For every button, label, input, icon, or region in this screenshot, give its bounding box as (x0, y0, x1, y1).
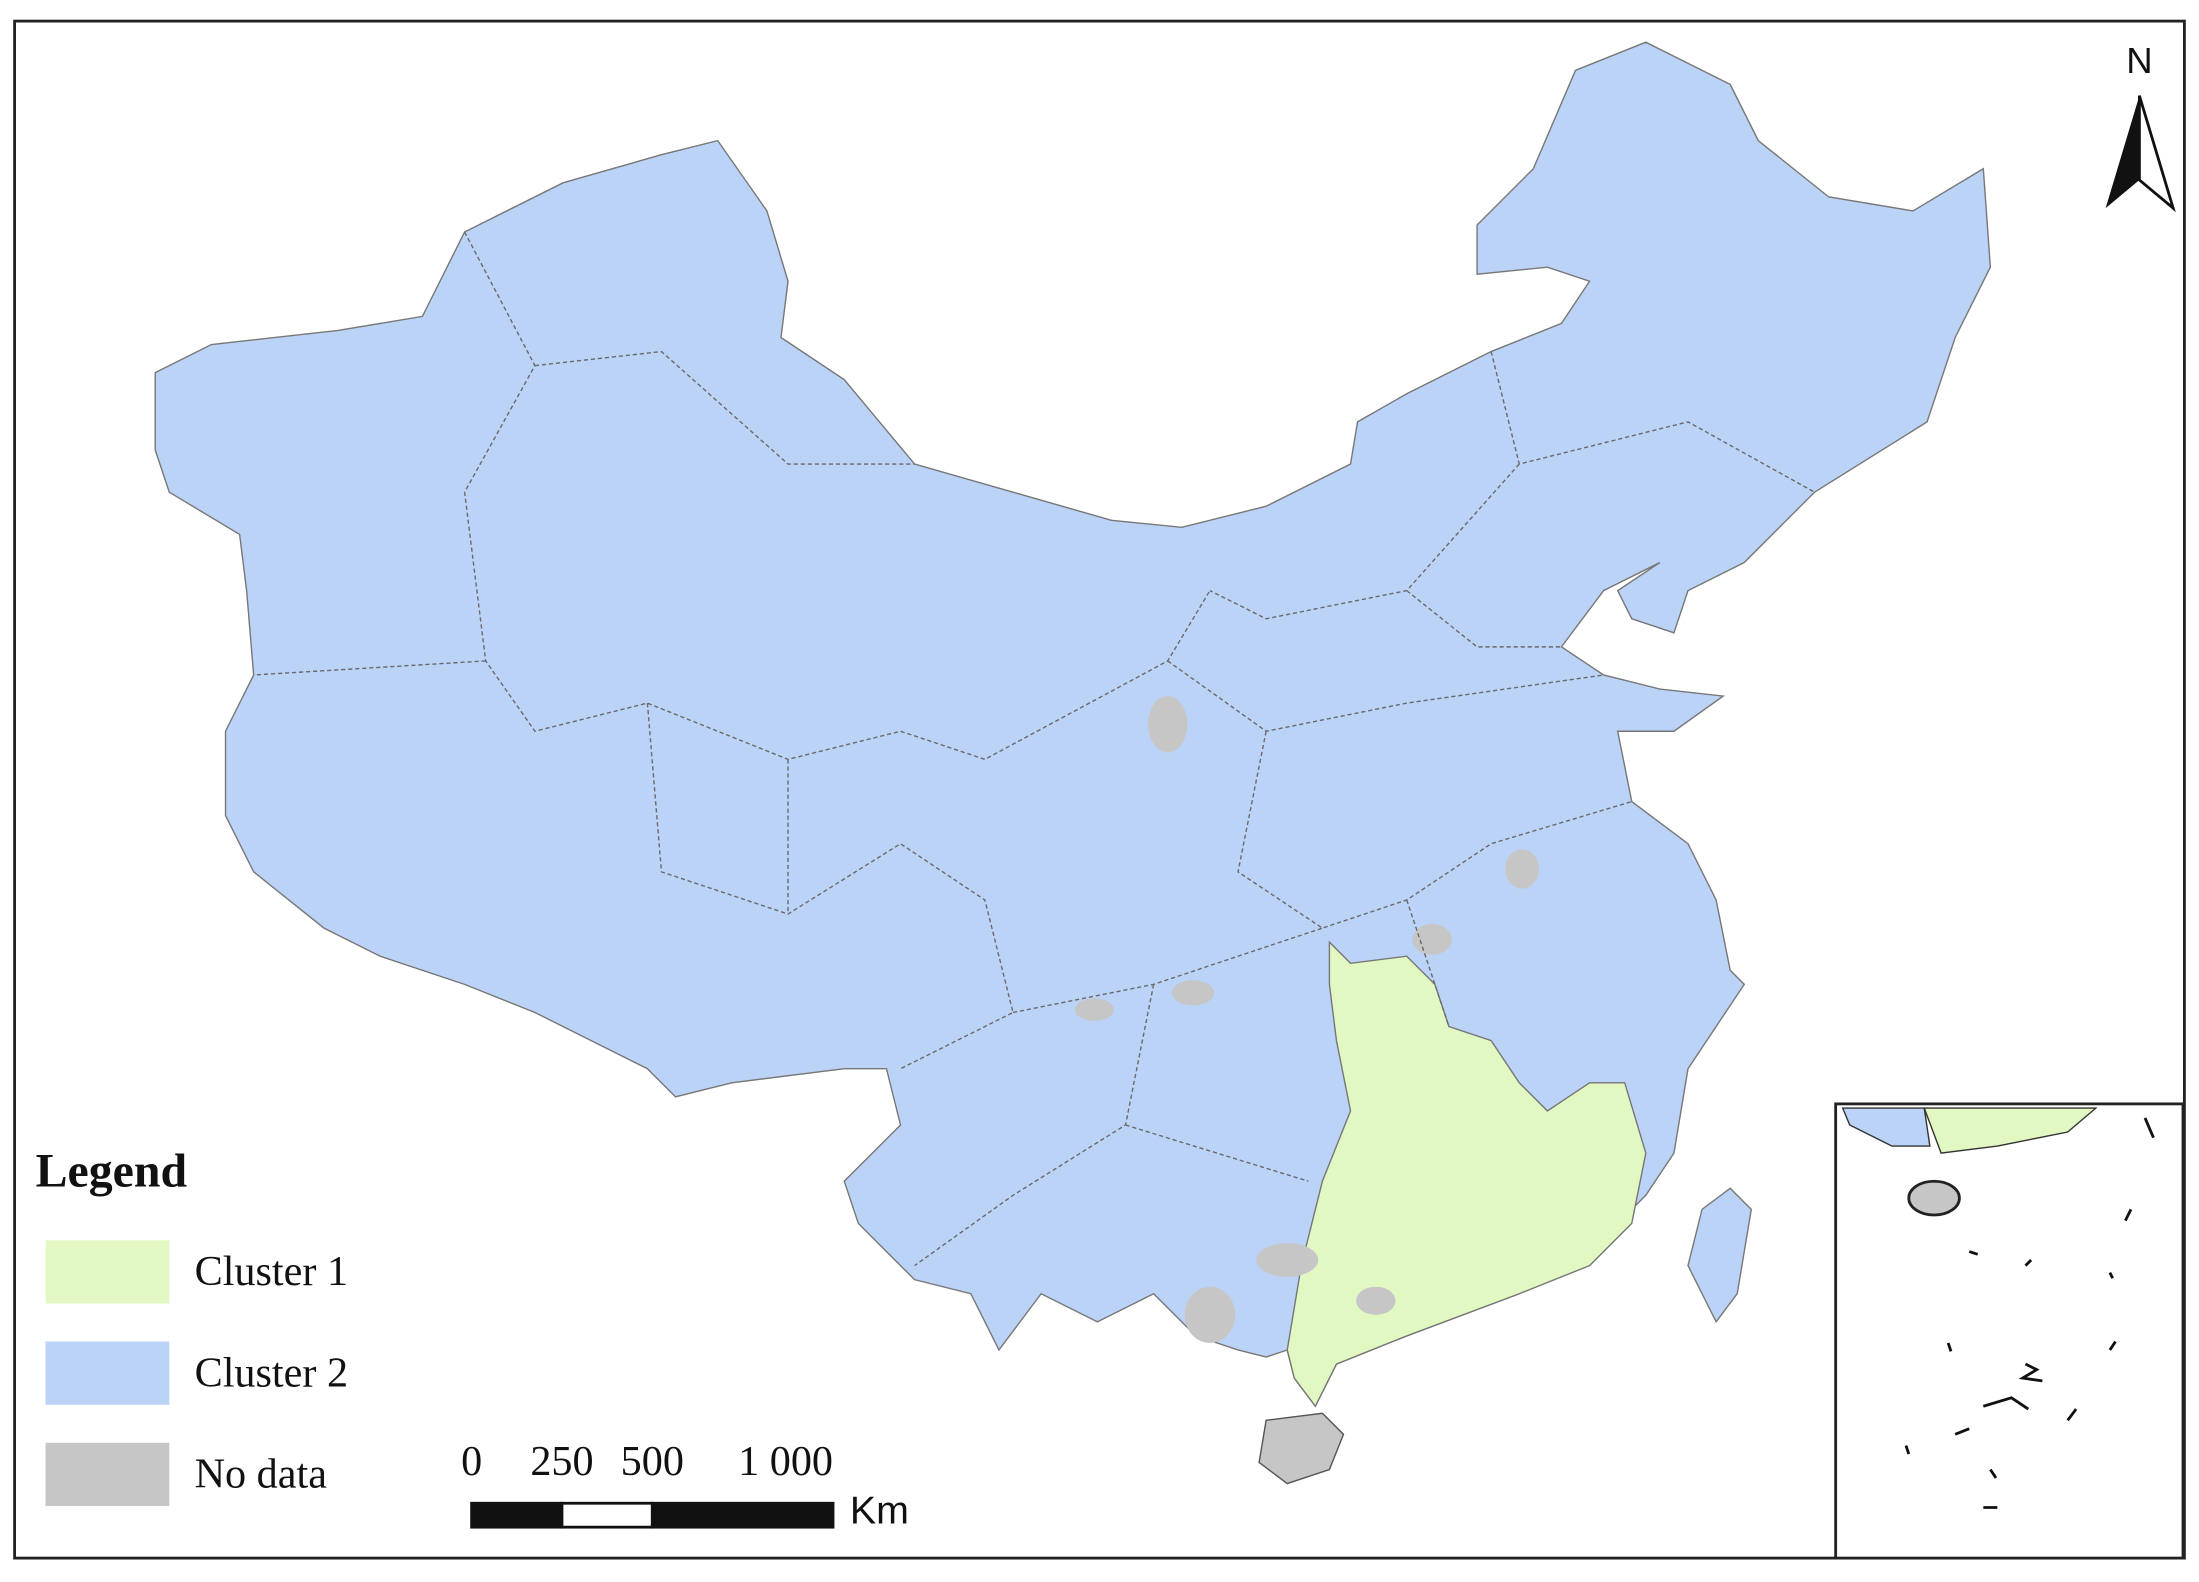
no-data-area (1412, 923, 1452, 955)
no-data-area (1074, 998, 1115, 1021)
regions (154, 41, 1992, 1485)
north-label: N (2126, 40, 2152, 81)
legend-swatch (45, 1341, 170, 1405)
inset-map (1834, 1102, 2185, 1560)
legend-swatch (45, 1240, 170, 1304)
inset-frame (1834, 1102, 2185, 1560)
no-data-area (1505, 849, 1539, 889)
no-data-area (1256, 1243, 1319, 1277)
inset-hainan (1907, 1179, 1961, 1217)
inset-coast (1841, 1107, 1931, 1147)
north-arrow: N (2105, 40, 2176, 213)
scale-label: 250 (530, 1438, 593, 1485)
no-data-area (1148, 696, 1188, 753)
scale-segment (560, 1501, 654, 1529)
cluster-2-area (154, 41, 1992, 1408)
north-arrow-right (2137, 95, 2176, 213)
legend-swatch (45, 1442, 170, 1507)
taiwan (1687, 1187, 1753, 1324)
legend-label: Cluster 1 (195, 1248, 348, 1295)
scale-unit: Km (850, 1489, 909, 1533)
no-data-area (1171, 980, 1215, 1006)
scale-label: 0 (461, 1438, 482, 1485)
scale-label: 1 000 (738, 1438, 833, 1485)
scale-segment (650, 1501, 835, 1529)
scale-segment (470, 1501, 564, 1529)
legend-label: No data (195, 1451, 328, 1498)
hainan (1258, 1412, 1345, 1485)
no-data-area (1356, 1286, 1396, 1315)
inset-islands (1904, 1117, 2155, 1509)
scale-label: 500 (621, 1438, 684, 1485)
legend-label: Cluster 2 (195, 1349, 348, 1396)
inset-coast (1923, 1107, 2098, 1154)
legend-title: Legend (36, 1145, 188, 1198)
no-data-area (1184, 1286, 1236, 1343)
north-arrow-left (2105, 95, 2140, 209)
scale-bar: 0 250 500 1 000 Km (461, 1438, 909, 1533)
legend: Cluster 1 Cluster 2 No data (45, 1240, 348, 1507)
